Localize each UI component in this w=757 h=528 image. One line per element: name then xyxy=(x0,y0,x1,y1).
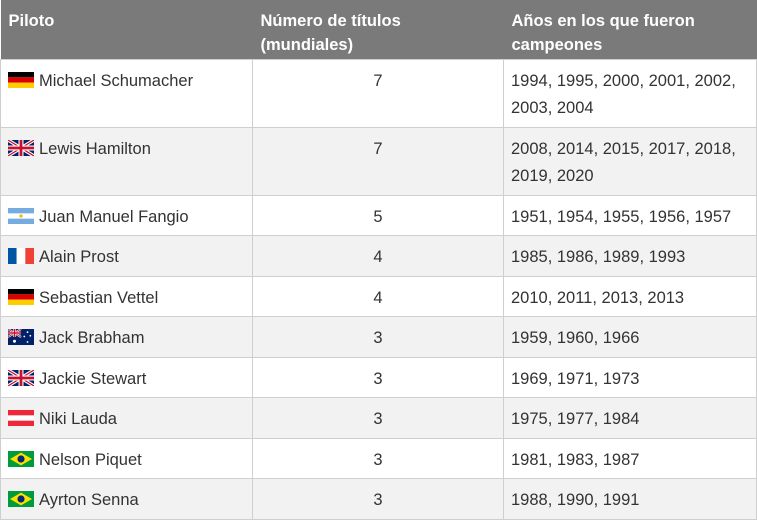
driver-cell: Jack Brabham xyxy=(0,316,253,358)
table-row: Juan Manuel Fangio 5 1951, 1954, 1955, 1… xyxy=(0,194,757,236)
driver-cell: Ayrton Senna xyxy=(0,478,253,520)
uk-flag-icon xyxy=(8,369,34,386)
years-cell: 1975, 1977, 1984 xyxy=(503,397,757,439)
titles-cell: 3 xyxy=(252,397,504,439)
driver-cell: Niki Lauda xyxy=(0,397,253,439)
driver-cell: Nelson Piquet xyxy=(0,437,253,479)
titles-cell: 3 xyxy=(252,316,504,358)
table-row: Sebastian Vettel 4 2010, 2011, 2013, 201… xyxy=(0,275,757,317)
years-cell: 1994, 1995, 2000, 2001, 2002, 2003, 2004 xyxy=(503,58,757,128)
titles-cell: 4 xyxy=(252,235,504,277)
years-cell: 1988, 1990, 1991 xyxy=(503,478,757,520)
brazil-flag-icon xyxy=(8,491,34,507)
years-cell: 1951, 1954, 1955, 1956, 1957 xyxy=(503,194,757,236)
header-titles: Número de títulos (mundiales) xyxy=(252,0,504,59)
titles-cell: 3 xyxy=(252,356,504,398)
driver-cell: Alain Prost xyxy=(0,235,253,277)
driver-cell: Juan Manuel Fangio xyxy=(0,194,253,236)
table-row: Jack Brabham 3 1959, 1960, 1966 xyxy=(0,316,757,358)
france-flag-icon xyxy=(8,248,34,264)
titles-cell: 7 xyxy=(252,58,504,128)
years-cell: 1981, 1983, 1987 xyxy=(503,437,757,479)
table-row: Michael Schumacher 7 1994, 1995, 2000, 2… xyxy=(0,58,757,128)
titles-cell: 4 xyxy=(252,275,504,317)
austria-flag-icon xyxy=(8,410,34,426)
table-row: Lewis Hamilton 7 2008, 2014, 2015, 2017,… xyxy=(0,126,757,196)
years-cell: 2008, 2014, 2015, 2017, 2018, 2019, 2020 xyxy=(503,126,757,196)
years-cell: 1969, 1971, 1973 xyxy=(503,356,757,398)
driver-cell: Lewis Hamilton xyxy=(0,126,253,196)
argentina-flag-icon xyxy=(8,207,34,224)
driver-cell: Michael Schumacher xyxy=(0,58,253,128)
germany-flag-icon xyxy=(8,71,34,88)
header-years: Años en los que fueron campeones xyxy=(503,0,757,59)
table-row: Nelson Piquet 3 1981, 1983, 1987 xyxy=(0,437,757,479)
table-row: Jackie Stewart 3 1969, 1971, 1973 xyxy=(0,356,757,398)
years-cell: 1959, 1960, 1966 xyxy=(503,316,757,358)
titles-cell: 3 xyxy=(252,437,504,479)
years-cell: 2010, 2011, 2013, 2013 xyxy=(503,275,757,317)
titles-cell: 7 xyxy=(252,126,504,196)
titles-cell: 5 xyxy=(252,194,504,236)
driver-cell: Jackie Stewart xyxy=(0,356,253,398)
table-row: Ayrton Senna 3 1988, 1990, 1991 xyxy=(0,478,757,520)
titles-cell: 3 xyxy=(252,478,504,520)
header-row: Piloto Número de títulos (mundiales) Años… xyxy=(0,0,757,59)
years-cell: 1985, 1986, 1989, 1993 xyxy=(503,235,757,277)
brazil-flag-icon xyxy=(8,450,34,467)
driver-cell: Sebastian Vettel xyxy=(0,275,253,317)
table-row: Alain Prost 4 1985, 1986, 1989, 1993 xyxy=(0,235,757,277)
header-driver: Piloto xyxy=(0,0,253,59)
uk-flag-icon xyxy=(8,139,34,156)
table-row: Niki Lauda 3 1975, 1977, 1984 xyxy=(0,397,757,439)
australia-flag-icon xyxy=(8,329,34,345)
germany-flag-icon xyxy=(8,288,34,305)
